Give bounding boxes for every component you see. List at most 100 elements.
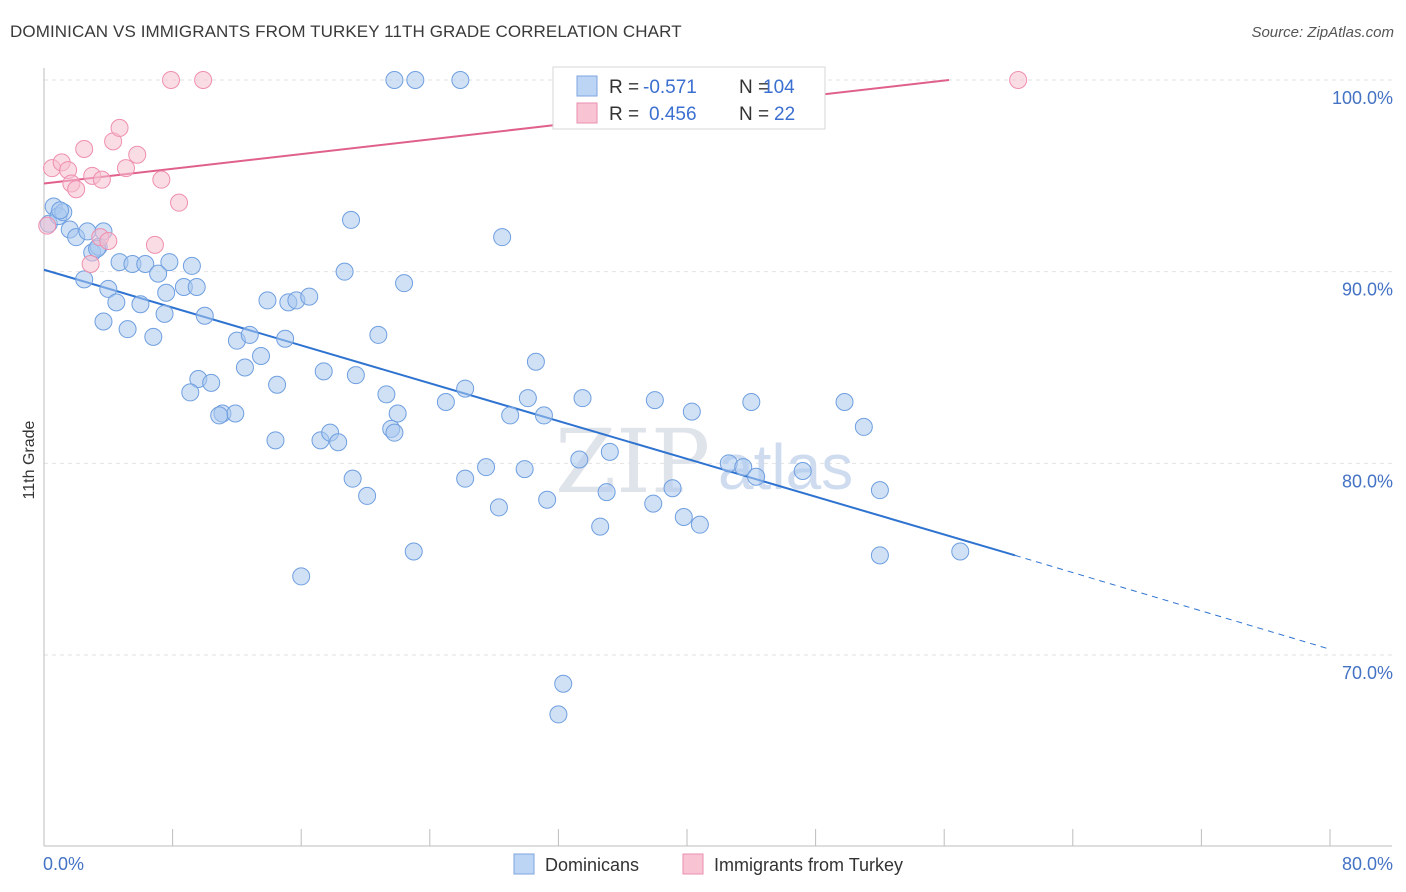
point-dominicans [155,304,174,323]
legend-n-label-1: N = [739,77,769,98]
point-dominicans [187,278,206,296]
bottom-legend-swatch-turkey [682,853,704,875]
y-tick-label-70: 70.0% [1342,663,1393,683]
point-turkey [116,159,135,178]
chart-title: DOMINICAN VS IMMIGRANTS FROM TURKEY 11TH… [10,22,682,41]
legend-n-label-2: N = [739,104,769,125]
point-dominicans [157,283,176,302]
point-dominicans [515,460,534,479]
point-dominicans [388,404,407,423]
point-dominicans [385,71,404,89]
legend-n-value-1: 104 [763,77,795,98]
point-dominicans [144,327,163,346]
point-dominicans [501,406,520,425]
point-dominicans [292,567,311,586]
point-turkey [1009,71,1028,89]
data-points [38,71,1028,724]
point-dominicans [538,490,557,509]
point-dominicans [493,228,512,247]
point-dominicans [573,389,592,408]
y-tick-label-90: 90.0% [1342,280,1393,300]
legend-r-value-1: -0.571 [643,77,697,98]
point-dominicans [51,201,70,220]
point-dominicans [160,253,179,272]
point-dominicans [549,705,568,724]
point-dominicans [554,674,573,693]
point-dominicans [369,325,388,344]
point-dominicans [835,393,854,411]
point-dominicans [870,546,889,565]
bottom-legend-label-dominicans: Dominicans [545,855,639,875]
point-dominicans [793,462,812,480]
source-note: Source: ZipAtlas.com [1251,24,1394,41]
point-dominicans [131,295,150,314]
point-dominicans [395,274,414,293]
point-dominicans [329,433,348,452]
trendline-dominicans-projection [1014,554,1331,650]
point-dominicans [182,256,201,275]
point-dominicans [456,469,475,488]
point-dominicans [518,389,537,408]
point-dominicans [94,312,113,331]
y-tick-label-100: 100.0% [1332,88,1393,108]
point-dominicans [149,264,168,283]
x-tick-label-min: 0.0% [43,854,84,874]
point-dominicans [526,352,545,371]
point-dominicans [870,481,889,500]
point-dominicans [742,393,761,411]
point-dominicans [268,375,287,394]
point-dominicans [335,262,354,281]
point-turkey [152,170,171,189]
point-turkey [81,255,100,273]
point-dominicans [252,347,271,365]
point-dominicans [202,373,221,392]
point-dominicans [404,542,423,561]
point-dominicans [226,404,245,423]
point-dominicans [644,494,663,513]
legend-swatch-turkey [576,102,598,124]
point-turkey [128,145,147,164]
point-dominicans [477,458,496,477]
point-dominicans [346,366,365,385]
point-turkey [92,170,111,189]
point-dominicans [597,483,616,502]
watermark: ZIP atlas [555,410,853,513]
point-dominicans [734,458,753,477]
point-dominicans [258,291,277,310]
point-turkey [38,216,57,235]
legend-r-label-2: R = [609,104,639,125]
point-dominicans [266,431,285,450]
point-dominicans [235,358,254,377]
point-dominicans [314,362,333,381]
point-turkey [194,71,213,89]
legend-r-value-2: 0.456 [649,104,697,125]
point-dominicans [107,293,126,312]
grid-lines [44,79,1392,656]
point-dominicans [747,467,766,486]
point-dominicans [451,71,470,89]
point-dominicans [99,279,118,298]
x-tick-label-max: 80.0% [1342,854,1393,874]
point-dominicans [570,450,589,469]
point-dominicans [358,486,377,505]
point-dominicans [674,508,693,526]
point-dominicans [240,325,259,344]
y-tick-labels: 70.0% 80.0% 90.0% 100.0% [1332,88,1393,683]
point-dominicans [195,306,214,325]
point-dominicans [663,479,682,498]
bottom-legend-swatch-dominicans [513,853,535,875]
point-dominicans [600,442,619,461]
point-turkey [67,180,86,199]
point-dominicans [342,210,361,229]
point-dominicans [456,379,475,398]
point-turkey [75,140,94,158]
x-tick-labels: 0.0% 80.0% [43,854,1393,874]
point-dominicans [489,498,508,517]
point-dominicans [75,270,94,289]
stats-legend: R = -0.571 N = 104 R = 0.456 N = 22 [552,66,826,130]
point-dominicans [690,515,709,534]
axes [43,68,1392,847]
point-dominicans [210,406,229,425]
point-dominicans [645,391,664,410]
